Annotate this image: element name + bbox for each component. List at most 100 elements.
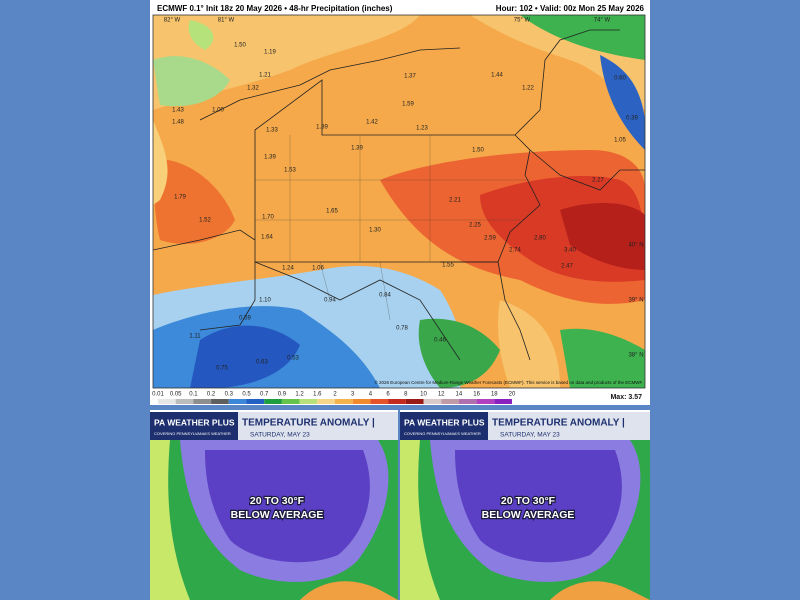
precip-value: 2.25 bbox=[469, 223, 481, 229]
headline: BELOW AVERAGE bbox=[231, 509, 324, 521]
precip-value: 1.50 bbox=[472, 148, 484, 154]
colorbar-label: 0.5 bbox=[242, 392, 251, 398]
cold-core bbox=[205, 450, 370, 563]
precip-value: 1.05 bbox=[614, 138, 626, 144]
colorbar-swatch bbox=[352, 399, 371, 404]
lat-label: 40° N bbox=[628, 243, 643, 249]
headline: 20 TO 30°F bbox=[501, 495, 556, 507]
precip-value: 0.75 bbox=[216, 366, 228, 372]
panel-date: SATURDAY, MAY 23 bbox=[250, 432, 310, 439]
headline: BELOW AVERAGE bbox=[482, 509, 575, 521]
colorbar-label: 0.7 bbox=[260, 392, 269, 398]
colorbar-label: 6 bbox=[386, 392, 390, 398]
precip-value: 1.19 bbox=[264, 50, 276, 56]
precip-value: 1.10 bbox=[259, 298, 271, 304]
lon-label: 74° W bbox=[594, 18, 611, 24]
colorbar-swatch bbox=[370, 399, 389, 404]
colorbar-label: 0.9 bbox=[278, 392, 287, 398]
colorbar-swatch bbox=[281, 399, 300, 404]
brand-box bbox=[400, 412, 488, 440]
lon-label: 75° W bbox=[514, 18, 531, 24]
brand: PA WEATHER PLUS bbox=[154, 417, 235, 427]
colorbar-swatch bbox=[228, 399, 247, 404]
colorbar-swatch bbox=[458, 399, 477, 404]
colorbar-label: 0.1 bbox=[189, 392, 198, 398]
precip-value: 2.21 bbox=[449, 198, 461, 204]
precip-value: 0.39 bbox=[626, 116, 638, 122]
precip-value: 1.70 bbox=[262, 215, 274, 221]
precip-value: 3.40 bbox=[564, 248, 576, 254]
colorbar-swatch bbox=[405, 399, 424, 404]
colorbar-swatch bbox=[335, 399, 353, 404]
precip-value: 2.80 bbox=[534, 236, 546, 242]
colorbar-label: 0.2 bbox=[207, 392, 216, 398]
colorbar-label: 18 bbox=[491, 392, 498, 398]
max-label: Max: 3.57 bbox=[610, 394, 642, 401]
precip-value: 1.53 bbox=[284, 168, 296, 174]
precip-value: 2.59 bbox=[484, 236, 496, 242]
precip-value: 1.44 bbox=[491, 73, 503, 79]
precip-value: 1.33 bbox=[266, 128, 278, 134]
colorbar-label: 3 bbox=[351, 392, 355, 398]
colorbar-label: 2 bbox=[333, 392, 337, 398]
precip-value: 1.22 bbox=[522, 86, 534, 92]
panel-date: SATURDAY, MAY 23 bbox=[500, 432, 560, 439]
brand-sub: COVERING PENNSYLVANIA'S WEATHER bbox=[154, 431, 231, 436]
precip-map bbox=[153, 15, 645, 388]
precip-value: 1.64 bbox=[261, 235, 273, 241]
precip-value: 1.06 bbox=[312, 266, 324, 272]
colorbar-label: 16 bbox=[473, 392, 480, 398]
colorbar-label: 0.01 bbox=[152, 392, 164, 398]
colorbar-swatch bbox=[246, 399, 265, 404]
precip-value: 1.39 bbox=[316, 125, 328, 131]
precip-value: 1.43 bbox=[172, 108, 184, 114]
precip-value: 0.63 bbox=[256, 360, 268, 366]
colorbar-label: 10 bbox=[420, 392, 427, 398]
warm-corner bbox=[300, 581, 398, 600]
precip-value: 1.24 bbox=[282, 266, 294, 272]
precip-value: 0.53 bbox=[287, 356, 299, 362]
precip-value: 1.37 bbox=[404, 74, 416, 80]
precip-value: 1.52 bbox=[199, 218, 211, 224]
warm-edge bbox=[150, 440, 190, 600]
precip-value: 1.30 bbox=[369, 228, 381, 234]
precip-value: 1.48 bbox=[172, 120, 184, 126]
colorbar-swatch bbox=[299, 399, 318, 404]
precip-value: 1.42 bbox=[366, 120, 378, 126]
precip-value: 1.23 bbox=[416, 126, 428, 132]
precip-value: 1.79 bbox=[174, 195, 186, 201]
colorbar-label: 1.2 bbox=[295, 392, 304, 398]
precip-value: 0.59 bbox=[239, 316, 251, 322]
panel-title: TEMPERATURE ANOMALY | bbox=[242, 418, 375, 429]
colorbar-label: 8 bbox=[404, 392, 408, 398]
anomaly-map bbox=[400, 440, 650, 600]
precip-value: 0.78 bbox=[396, 326, 408, 332]
colorbar-swatch bbox=[423, 399, 442, 404]
colorbar-label: 0.3 bbox=[225, 392, 234, 398]
colorbar-label: 20 bbox=[509, 392, 516, 398]
warm-corner bbox=[550, 581, 650, 600]
colorbar-swatch bbox=[264, 399, 282, 404]
colorbar-swatch bbox=[175, 399, 194, 404]
brand: PA WEATHER PLUS bbox=[404, 417, 485, 427]
colorbar-swatch bbox=[476, 399, 495, 404]
anomaly-map bbox=[150, 440, 398, 600]
colorbar-label: 1.6 bbox=[313, 392, 322, 398]
colorbar-swatch bbox=[193, 399, 212, 404]
headline: 20 TO 30°F bbox=[250, 495, 305, 507]
precip-value: 1.00 bbox=[212, 108, 224, 114]
precip-value: 1.32 bbox=[247, 86, 259, 92]
cold-core bbox=[455, 450, 622, 563]
precip-value: 1.65 bbox=[326, 209, 338, 215]
colorbar-swatch bbox=[441, 399, 459, 404]
precip-value: 0.60 bbox=[614, 76, 626, 82]
colorbar-swatch bbox=[388, 399, 406, 404]
copyright: © 2026 European Centre for Medium-Range … bbox=[374, 379, 643, 385]
lon-label: 82° W bbox=[164, 18, 181, 24]
precip-value: 0.84 bbox=[379, 293, 391, 299]
lon-label: 81° W bbox=[218, 18, 235, 24]
brand-box bbox=[150, 412, 238, 440]
precip-value: 2.27 bbox=[592, 178, 604, 184]
precip-value: 2.47 bbox=[561, 264, 573, 270]
